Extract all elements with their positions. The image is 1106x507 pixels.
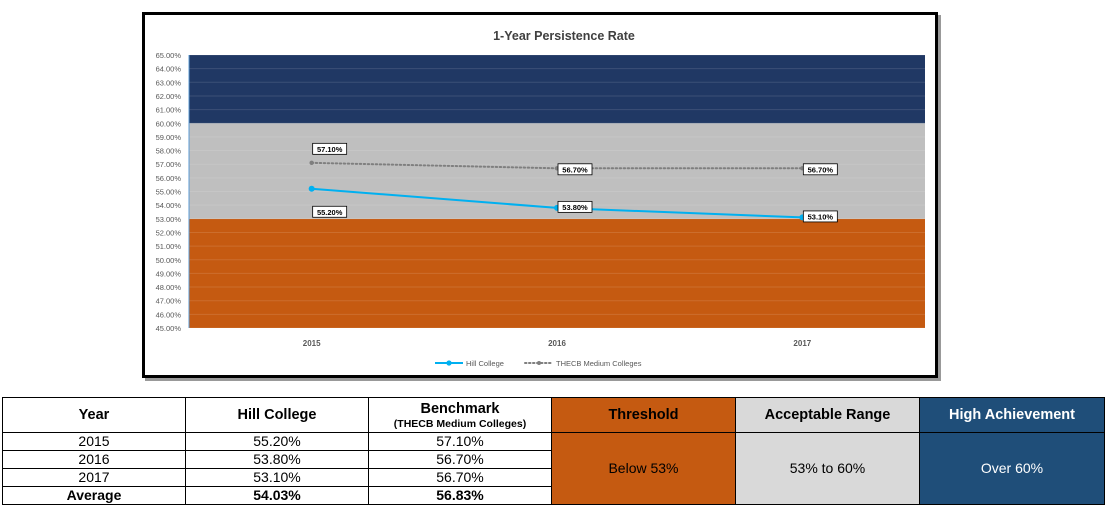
average-benchmark-cell: 56.83% <box>368 486 552 505</box>
hill-value-cell: 53.80% <box>185 450 369 469</box>
chart-title: 1-Year Persistence Rate <box>493 29 635 43</box>
year-cell: 2017 <box>2 468 186 487</box>
y-tick-label: 56.00% <box>156 174 182 183</box>
data-label: 53.10% <box>808 212 834 221</box>
persistence-line-chart: 1-Year Persistence Rate 45.00% 46.00% 47.00… <box>156 29 925 368</box>
legend-marker <box>446 360 452 366</box>
y-tick-label: 61.00% <box>156 106 182 115</box>
data-label: 57.10% <box>317 145 343 154</box>
data-label-box <box>802 163 838 176</box>
legend-marker <box>537 361 541 365</box>
legend-label: Hill College <box>466 359 504 368</box>
y-tick-label: 58.00% <box>156 147 182 156</box>
y-tick-label: 51.00% <box>156 242 182 251</box>
benchmark-value-cell: 56.70% <box>368 450 552 469</box>
data-point <box>309 160 314 166</box>
y-tick-label: 59.00% <box>156 133 182 142</box>
benchmark-value-cell: 57.10% <box>368 432 552 451</box>
average-label-cell: Average <box>2 486 186 505</box>
data-label: 56.70% <box>562 165 588 174</box>
benchmark-value-cell: 56.70% <box>368 468 552 487</box>
header-benchmark-subtitle: (THECB Medium Colleges) <box>393 417 527 430</box>
y-tick-label: 64.00% <box>156 65 182 74</box>
average-row: Average 54.03% 56.83% <box>2 486 1105 505</box>
y-tick-label: 45.00% <box>156 324 182 333</box>
hill-value-cell: 53.10% <box>185 468 369 487</box>
table-header-row: Year Hill College Benchmark (THECB Mediu… <box>2 397 1105 433</box>
x-tick-label: 2015 <box>303 339 321 348</box>
acceptable-range-cell: 53% to 60% <box>735 432 920 505</box>
persistence-summary-table: Year Hill College Benchmark (THECB Mediu… <box>2 397 1105 505</box>
band-high-achievement <box>189 55 925 124</box>
y-tick-label: 48.00% <box>156 283 182 292</box>
y-tick-label: 50.00% <box>156 256 182 265</box>
table-row: 2015 55.20% 57.10% Below 53% 53% to 60% … <box>2 432 1105 505</box>
y-tick-label: 49.00% <box>156 269 182 278</box>
data-label: 53.80% <box>562 203 588 212</box>
y-tick-label: 60.00% <box>156 119 182 128</box>
y-tick-label: 54.00% <box>156 201 182 210</box>
header-benchmark: Benchmark (THECB Medium Colleges) <box>368 397 552 433</box>
y-tick-label: 62.00% <box>156 92 182 101</box>
high-achievement-range-cell: Over 60% <box>919 432 1105 505</box>
y-tick-label: 63.00% <box>156 78 182 87</box>
y-tick-label: 53.00% <box>156 215 182 224</box>
header-year: Year <box>2 397 186 433</box>
data-label: 55.20% <box>317 208 343 217</box>
header-threshold: Threshold <box>551 397 736 433</box>
data-label-box <box>312 205 348 218</box>
header-hill-college: Hill College <box>185 397 369 433</box>
y-tick-label: 46.00% <box>156 310 182 319</box>
x-tick-label: 2017 <box>793 339 811 348</box>
y-tick-label: 55.00% <box>156 188 182 197</box>
data-label-box <box>312 142 348 155</box>
y-tick-label: 57.00% <box>156 160 182 169</box>
y-tick-label: 65.00% <box>156 51 182 60</box>
band-threshold <box>189 218 925 328</box>
header-high-achievement: High Achievement <box>919 397 1105 433</box>
data-label-box <box>802 210 838 223</box>
x-tick-label: 2016 <box>548 339 566 348</box>
threshold-range-cell: Below 53% <box>551 432 736 505</box>
average-hill-cell: 54.03% <box>185 486 369 505</box>
year-cell: 2015 <box>2 432 186 451</box>
year-cell: 2016 <box>2 450 186 469</box>
y-tick-label: 47.00% <box>156 297 182 306</box>
header-acceptable-range: Acceptable Range <box>735 397 920 433</box>
y-tick-label: 52.00% <box>156 228 182 237</box>
header-benchmark-title: Benchmark <box>420 400 500 417</box>
data-point <box>308 185 315 192</box>
chart-frame: 1-Year Persistence Rate 45.00% 46.00% 47.00… <box>142 12 938 378</box>
band-acceptable-range <box>189 123 925 219</box>
legend-label: THECB Medium Colleges <box>556 359 642 368</box>
data-label: 56.70% <box>808 165 834 174</box>
hill-value-cell: 55.20% <box>185 432 369 451</box>
data-label-box <box>557 200 593 213</box>
data-label-box <box>557 163 593 176</box>
